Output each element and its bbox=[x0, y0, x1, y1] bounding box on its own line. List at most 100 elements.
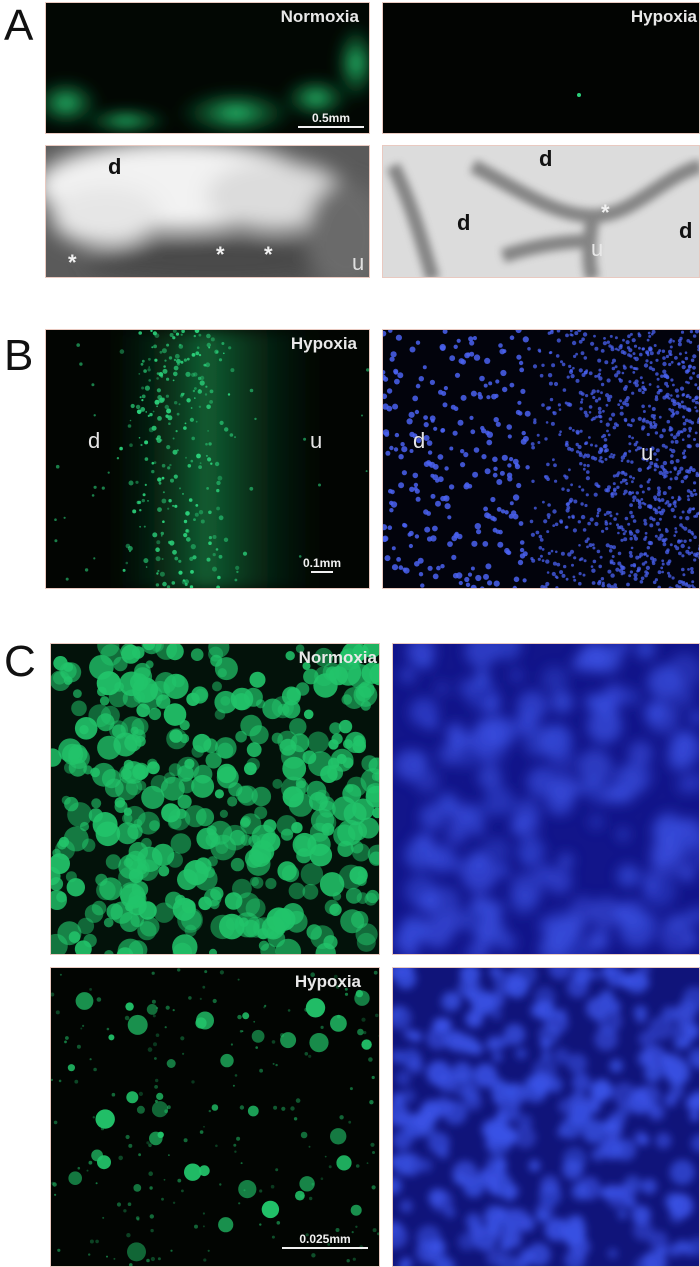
nucleus bbox=[577, 749, 613, 785]
nucleus bbox=[608, 344, 612, 348]
panel-a-hypoxia-brightfield: d d * u d bbox=[382, 145, 700, 278]
nucleus bbox=[625, 482, 629, 485]
nucleus bbox=[481, 428, 487, 434]
nucleus bbox=[609, 559, 614, 564]
green-speckle bbox=[349, 1087, 353, 1091]
nucleus bbox=[686, 393, 690, 398]
green-cell bbox=[161, 803, 181, 823]
mark-asterisk: * bbox=[216, 242, 225, 267]
nucleus bbox=[591, 389, 596, 394]
green-speckle bbox=[271, 1235, 275, 1239]
nucleus bbox=[604, 457, 608, 461]
nucleus bbox=[619, 411, 624, 416]
green-speckle bbox=[208, 346, 211, 349]
green-speckle bbox=[107, 471, 110, 474]
green-speckle bbox=[141, 386, 145, 390]
green-speckle bbox=[193, 372, 198, 377]
green-cell bbox=[366, 889, 379, 904]
nucleus bbox=[383, 370, 386, 375]
nucleus bbox=[578, 581, 582, 586]
green-speckle bbox=[59, 973, 62, 976]
nucleus bbox=[646, 338, 650, 342]
green-speckle bbox=[173, 371, 178, 377]
nucleus bbox=[683, 539, 687, 543]
green-speckle bbox=[145, 566, 148, 568]
nucleus bbox=[635, 498, 640, 502]
green-speckle bbox=[377, 1232, 379, 1236]
nucleus bbox=[669, 477, 673, 481]
nucleus bbox=[602, 341, 607, 346]
green-cell bbox=[295, 1190, 305, 1201]
green-cell bbox=[184, 805, 207, 828]
nucleus bbox=[694, 330, 699, 334]
nucleus bbox=[383, 403, 389, 410]
nucleus bbox=[399, 666, 416, 684]
green-speckle bbox=[172, 1201, 176, 1204]
green-cell bbox=[344, 731, 366, 753]
nucleus bbox=[577, 330, 582, 333]
green-cell bbox=[307, 832, 331, 857]
green-speckle bbox=[157, 416, 162, 421]
nucleus bbox=[620, 459, 624, 463]
nucleus bbox=[653, 452, 657, 456]
green-cell bbox=[274, 923, 286, 935]
green-cell bbox=[336, 1155, 352, 1171]
green-speckle bbox=[113, 1257, 116, 1260]
green-speckle bbox=[188, 996, 192, 1000]
nucleus bbox=[613, 517, 617, 521]
nucleus bbox=[388, 330, 393, 333]
green-speckle bbox=[264, 1004, 267, 1007]
nucleus bbox=[645, 459, 649, 462]
nucleus bbox=[493, 417, 499, 423]
nucleus bbox=[667, 571, 670, 575]
nucleus bbox=[522, 578, 527, 583]
green-speckle bbox=[370, 1142, 375, 1147]
green-speckle bbox=[186, 398, 191, 403]
nucleus bbox=[643, 518, 647, 523]
green-speckle bbox=[64, 1040, 67, 1044]
nucleus bbox=[485, 563, 492, 570]
green-cell bbox=[130, 673, 148, 692]
green-cell bbox=[249, 671, 266, 688]
green-speckle bbox=[190, 570, 194, 574]
nucleus bbox=[492, 527, 498, 533]
green-speckle bbox=[158, 372, 164, 377]
green-speckle bbox=[183, 533, 188, 538]
nucleus bbox=[516, 482, 522, 489]
nucleus bbox=[621, 687, 641, 707]
nucleus bbox=[444, 503, 451, 510]
nucleus bbox=[673, 534, 676, 537]
nucleus bbox=[681, 405, 685, 408]
nucleus bbox=[549, 397, 554, 402]
nucleus bbox=[472, 939, 490, 954]
nucleus bbox=[612, 474, 616, 478]
nucleus bbox=[647, 665, 682, 700]
green-speckle bbox=[371, 1185, 376, 1190]
nucleus bbox=[496, 479, 503, 485]
green-speckle bbox=[172, 449, 178, 455]
green-cell bbox=[88, 704, 112, 728]
nucleus bbox=[631, 480, 634, 484]
nucleus bbox=[604, 520, 608, 524]
green-cell bbox=[224, 892, 243, 910]
green-cell bbox=[235, 730, 247, 743]
nucleus bbox=[687, 1237, 699, 1257]
green-speckle bbox=[187, 464, 192, 468]
green-cell bbox=[68, 931, 81, 943]
green-speckle bbox=[218, 515, 224, 521]
nucleus bbox=[610, 585, 615, 588]
nucleus bbox=[515, 1047, 528, 1060]
nucleus bbox=[692, 365, 696, 370]
nucleus bbox=[669, 460, 674, 465]
green-speckle bbox=[202, 1225, 205, 1228]
green-speckle bbox=[183, 426, 187, 430]
nucleus bbox=[608, 417, 613, 421]
green-speckle bbox=[192, 389, 196, 393]
nucleus bbox=[679, 430, 683, 433]
nucleus bbox=[630, 514, 635, 519]
green-cell bbox=[128, 940, 148, 954]
nucleus bbox=[613, 492, 618, 496]
green-speckle bbox=[128, 1143, 133, 1148]
nucleus bbox=[637, 416, 642, 421]
nucleus bbox=[656, 377, 660, 381]
